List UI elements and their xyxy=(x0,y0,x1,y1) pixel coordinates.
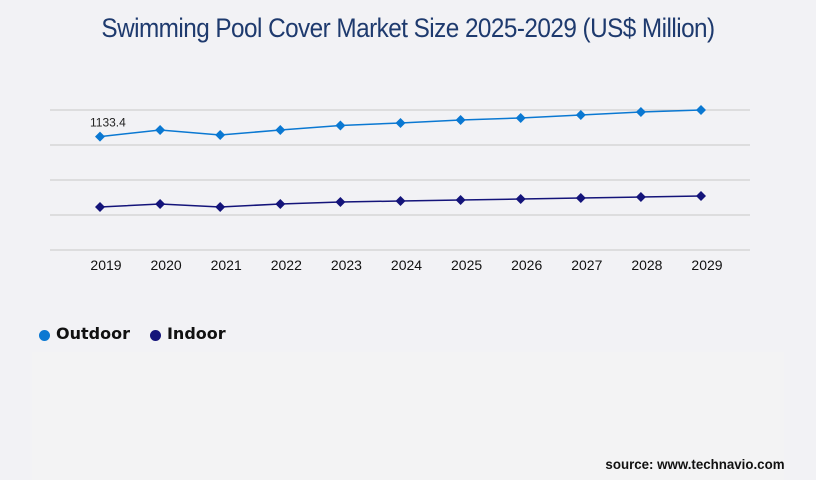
x-tick-label: 2023 xyxy=(331,257,362,273)
footer-panel xyxy=(32,352,784,480)
source-note: source: www.technavio.com xyxy=(605,456,785,472)
data-label: 1133.4 xyxy=(90,116,126,130)
chart-title: Swimming Pool Cover Market Size 2025-202… xyxy=(101,13,715,43)
x-tick-label: 2029 xyxy=(691,257,722,273)
legend-marker-indoor xyxy=(149,329,161,341)
data-point-outdoor xyxy=(275,125,286,135)
x-tick-label: 2019 xyxy=(90,257,121,273)
x-tick-label: 2022 xyxy=(271,257,302,273)
data-point-outdoor xyxy=(575,110,586,120)
legend-label-outdoor: Outdoor xyxy=(56,324,130,343)
legend-marker-outdoor xyxy=(39,329,50,341)
data-point-indoor xyxy=(395,196,406,206)
line-chart: 2019 2020 2021 2022 2023 2024 2025 2026 2027 2028… xyxy=(50,105,750,273)
data-point-outdoor xyxy=(696,105,706,115)
data-point-outdoor xyxy=(395,118,406,128)
legend-item-indoor[interactable]: Indoor xyxy=(149,324,226,343)
data-point-outdoor xyxy=(215,130,226,140)
x-tick-label: 2027 xyxy=(571,257,602,273)
data-point-outdoor xyxy=(455,115,466,125)
x-tick-label: 2021 xyxy=(211,257,242,273)
x-tick-label: 2028 xyxy=(631,257,662,273)
data-point-indoor xyxy=(155,199,166,209)
legend-label-indoor: Indoor xyxy=(166,324,226,343)
data-point-outdoor xyxy=(635,107,646,117)
data-point-outdoor xyxy=(155,125,166,135)
data-point-indoor xyxy=(95,202,105,212)
legend-item-outdoor[interactable]: Outdoor xyxy=(39,324,130,343)
data-point-indoor xyxy=(455,195,466,205)
data-point-indoor xyxy=(635,192,646,202)
data-point-indoor xyxy=(515,194,526,204)
data-point-indoor xyxy=(575,193,586,203)
legend: Outdoor Indoor xyxy=(39,324,246,343)
data-point-indoor xyxy=(696,191,706,201)
data-point-outdoor xyxy=(95,131,105,142)
x-tick-label: 2020 xyxy=(151,257,182,273)
x-tick-label: 2026 xyxy=(511,257,542,273)
data-point-indoor xyxy=(335,197,346,207)
data-point-outdoor xyxy=(335,120,346,131)
data-point-indoor xyxy=(215,202,226,212)
data-point-outdoor xyxy=(515,113,526,123)
data-point-indoor xyxy=(275,199,286,209)
x-tick-label: 2025 xyxy=(451,257,482,273)
x-tick-label: 2024 xyxy=(391,257,422,273)
